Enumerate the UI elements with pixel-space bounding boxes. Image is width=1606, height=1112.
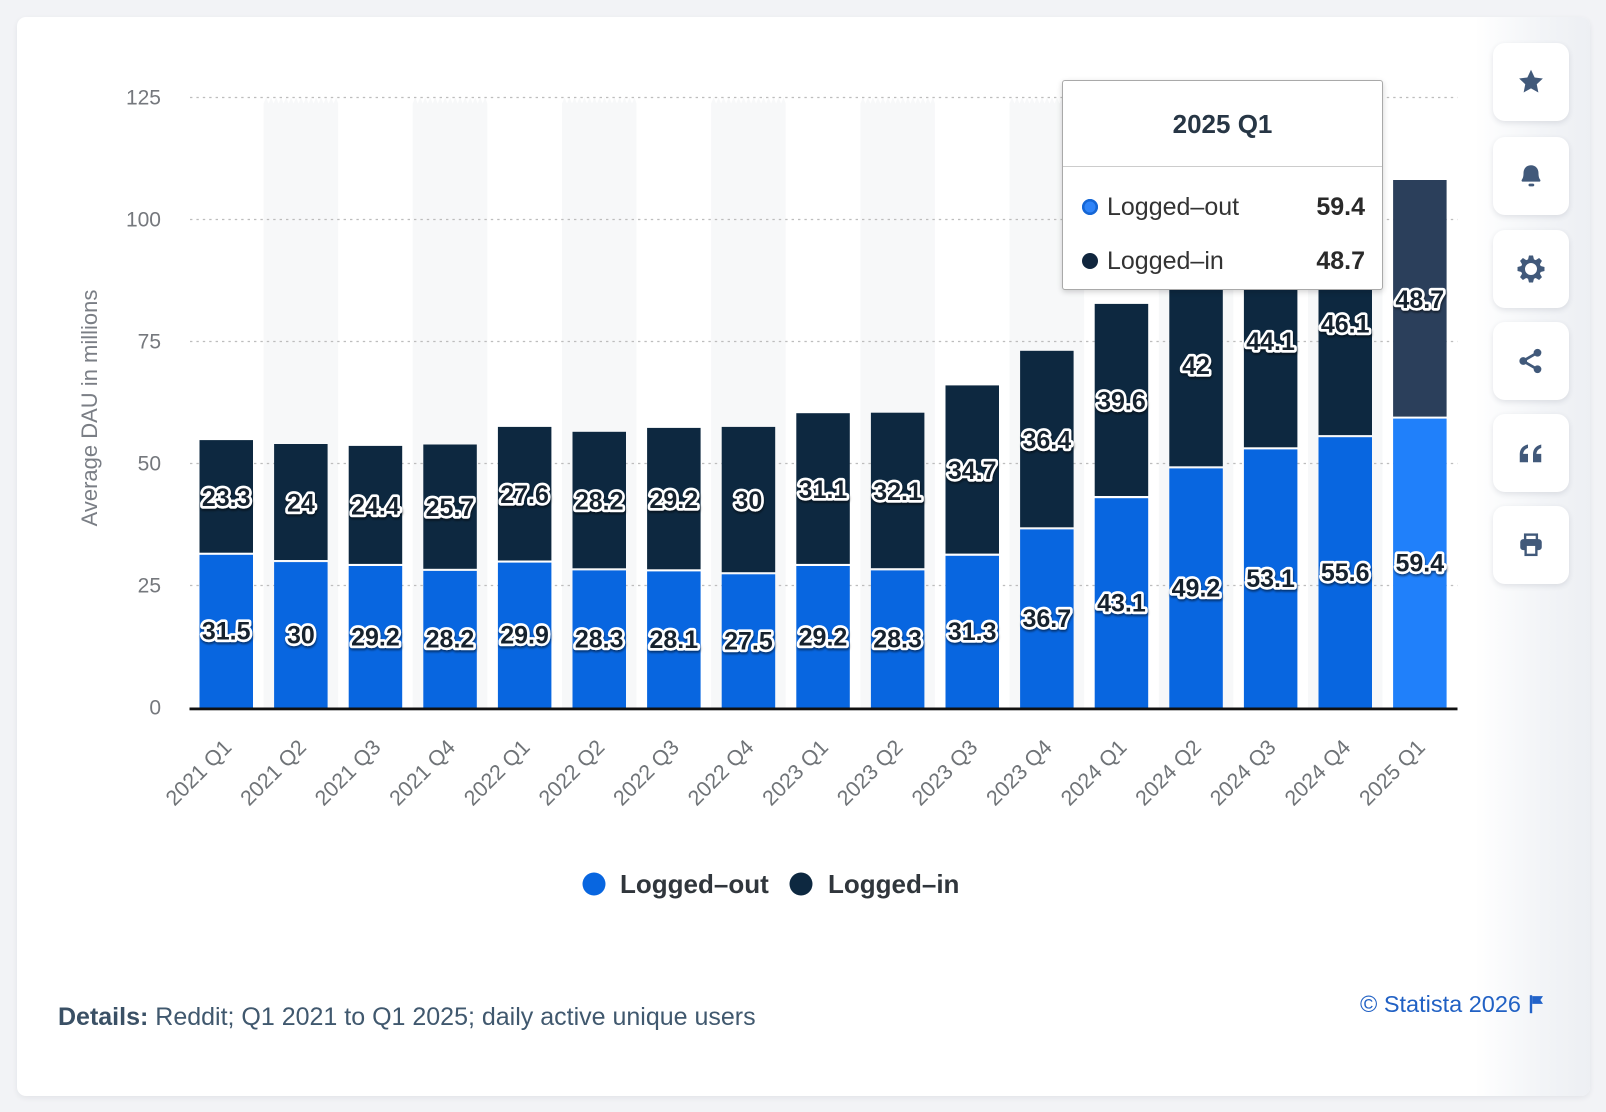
svg-text:25: 25 — [138, 575, 161, 598]
svg-text:25.7: 25.7 — [426, 494, 475, 522]
svg-text:2022 Q4: 2022 Q4 — [683, 735, 758, 810]
svg-text:2024 Q1: 2024 Q1 — [1056, 735, 1131, 810]
svg-text:125: 125 — [126, 87, 161, 110]
svg-text:34.7: 34.7 — [948, 457, 997, 485]
svg-text:29.2: 29.2 — [799, 623, 848, 651]
svg-text:28.2: 28.2 — [575, 488, 624, 516]
svg-text:28.3: 28.3 — [575, 625, 624, 653]
svg-text:2022 Q2: 2022 Q2 — [534, 735, 609, 810]
svg-text:30: 30 — [734, 487, 762, 515]
svg-text:23.3: 23.3 — [202, 484, 251, 512]
svg-text:29.2: 29.2 — [649, 486, 698, 514]
svg-text:28.3: 28.3 — [873, 625, 922, 653]
svg-text:27.5: 27.5 — [724, 627, 773, 655]
svg-text:30: 30 — [287, 621, 315, 649]
svg-text:42: 42 — [1182, 352, 1210, 380]
svg-text:2023 Q4: 2023 Q4 — [982, 735, 1057, 810]
svg-text:59.4: 59.4 — [1395, 550, 1444, 578]
svg-text:31.5: 31.5 — [202, 618, 251, 646]
svg-text:2021 Q1: 2021 Q1 — [161, 735, 236, 810]
svg-text:2022 Q1: 2022 Q1 — [459, 735, 534, 810]
svg-text:2023 Q2: 2023 Q2 — [832, 735, 907, 810]
svg-text:0: 0 — [149, 697, 161, 720]
svg-text:39.6: 39.6 — [1097, 388, 1146, 416]
svg-text:2023 Q3: 2023 Q3 — [907, 735, 982, 810]
svg-text:28.2: 28.2 — [426, 626, 475, 654]
svg-text:29.2: 29.2 — [351, 623, 400, 651]
svg-text:44.1: 44.1 — [1246, 328, 1295, 356]
svg-text:Logged–in: Logged–in — [828, 869, 959, 899]
svg-text:75: 75 — [138, 331, 161, 354]
svg-text:2022 Q3: 2022 Q3 — [609, 735, 684, 810]
svg-text:Average DAU in millions: Average DAU in millions — [77, 290, 102, 527]
svg-text:24.4: 24.4 — [351, 493, 400, 521]
svg-text:2024 Q2: 2024 Q2 — [1131, 735, 1206, 810]
svg-text:36.7: 36.7 — [1022, 605, 1071, 633]
svg-text:27.6: 27.6 — [500, 481, 549, 509]
svg-text:2024 Q4: 2024 Q4 — [1280, 735, 1355, 810]
svg-text:2024 Q3: 2024 Q3 — [1205, 735, 1280, 810]
svg-text:32.1: 32.1 — [873, 478, 922, 506]
svg-text:Logged–out: Logged–out — [620, 869, 769, 899]
svg-text:55.6: 55.6 — [1321, 559, 1370, 587]
svg-text:48.7: 48.7 — [1395, 286, 1444, 314]
svg-text:2021 Q4: 2021 Q4 — [385, 735, 460, 810]
svg-text:100: 100 — [126, 209, 161, 232]
svg-text:2023 Q1: 2023 Q1 — [758, 735, 833, 810]
svg-text:29.9: 29.9 — [500, 622, 549, 650]
svg-text:53.1: 53.1 — [1246, 565, 1295, 593]
svg-text:31.1: 31.1 — [799, 476, 848, 504]
svg-text:49.2: 49.2 — [1172, 575, 1221, 603]
svg-text:2021 Q3: 2021 Q3 — [310, 735, 385, 810]
svg-text:31.3: 31.3 — [948, 618, 997, 646]
svg-text:24: 24 — [287, 490, 315, 518]
svg-text:50: 50 — [138, 453, 161, 476]
svg-text:46.1: 46.1 — [1321, 311, 1370, 339]
svg-text:36.4: 36.4 — [1022, 427, 1071, 455]
svg-text:2025 Q1: 2025 Q1 — [1355, 735, 1430, 810]
svg-text:2021 Q2: 2021 Q2 — [236, 735, 311, 810]
svg-text:43.1: 43.1 — [1097, 589, 1146, 617]
svg-text:28.1: 28.1 — [649, 626, 698, 654]
